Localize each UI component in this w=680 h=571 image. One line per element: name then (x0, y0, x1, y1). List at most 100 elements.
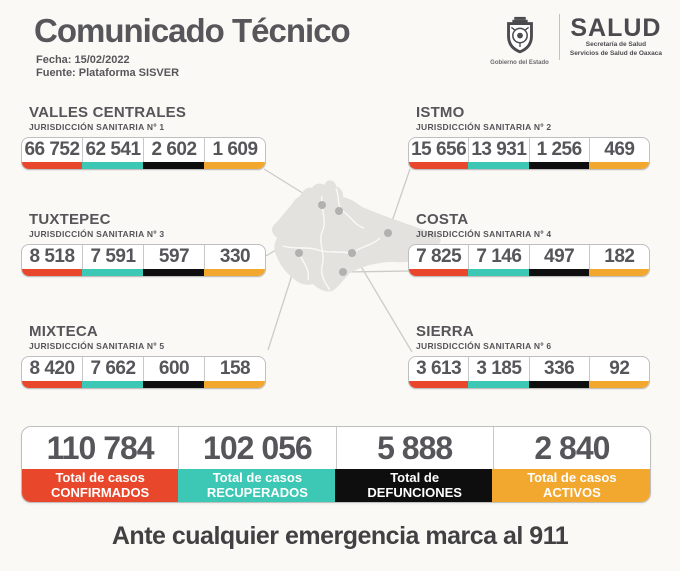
state-shield-icon (506, 16, 533, 53)
recovered-cell: 7 662 (82, 356, 144, 388)
region-stats: 66 752 62 541 2 602 1 609 (21, 136, 266, 170)
total-deaths: 5 888 Total de DEFUNCIONES (335, 427, 495, 502)
band-line-1: Total de casos (527, 469, 617, 485)
confirmed-cell: 3 613 (409, 356, 470, 388)
recovered-value: 7 146 (476, 246, 522, 267)
region-tuxtepec: TUXTEPEC JURISDICCIÓN SANITARIA Nº 3 8 5… (21, 212, 266, 277)
active-value: 469 (604, 139, 635, 160)
active-value: 182 (604, 246, 635, 267)
region-name: VALLES CENTRALES (29, 104, 187, 121)
total-confirmed-band: Total de casos CONFIRMADOS (22, 469, 180, 502)
state-shield: Gobierno del Estado (490, 15, 549, 66)
region-name: COSTA (416, 211, 469, 228)
region-mixteca: MIXTECA JURISDICCIÓN SANITARIA Nº 5 8 42… (21, 324, 266, 389)
region-jurisdiction: JURISDICCIÓN SANITARIA Nº 2 (416, 122, 552, 132)
confirmed-cell: 8 420 (22, 356, 83, 388)
page-title: Comunicado Técnico (34, 12, 351, 49)
deaths-value: 600 (158, 358, 190, 379)
deaths-cell: 600 (143, 356, 205, 388)
deaths-bar (143, 161, 205, 169)
region-stats: 3 613 3 185 336 92 (408, 355, 650, 389)
date-label: Fecha: 15/02/2022 (36, 54, 130, 66)
deaths-value: 497 (544, 246, 575, 267)
recovered-value: 62 541 (85, 139, 141, 160)
confirmed-bar (22, 161, 83, 169)
region-stats: 15 656 13 931 1 256 469 (408, 136, 650, 170)
recovered-cell: 13 931 (468, 137, 530, 169)
confirmed-value: 3 613 (416, 358, 462, 379)
region-stats: 8 518 7 591 597 330 (21, 243, 266, 277)
confirmed-bar (22, 380, 83, 388)
band-line-1: Total de casos (55, 469, 145, 485)
deaths-bar (528, 161, 590, 169)
region-sierra: SIERRA JURISDICCIÓN SANITARIA Nº 6 3 613… (408, 324, 650, 389)
recovered-bar (82, 268, 144, 276)
deaths-value: 336 (544, 358, 575, 379)
active-bar (204, 380, 265, 388)
band-line-1: Total de (390, 469, 440, 485)
band-line-2: DEFUNCIONES (367, 484, 462, 500)
total-recovered-value: 102 056 (203, 429, 313, 466)
recovered-bar (82, 161, 144, 169)
region-name: MIXTECA (29, 323, 98, 340)
confirmed-cell: 66 752 (22, 137, 83, 169)
confirmed-cell: 7 825 (409, 244, 470, 276)
emergency-message: Ante cualquier emergencia marca al 911 (111, 522, 569, 550)
band-line-2: CONFIRMADOS (51, 484, 150, 500)
recovered-value: 3 185 (476, 358, 522, 379)
active-cell: 182 (588, 245, 649, 276)
totals-summary: 110 784 Total de casos CONFIRMADOS 102 0… (21, 426, 651, 503)
logo-text: SALUD Secretaría de Salud Servicios de S… (570, 16, 662, 64)
logo-subtitle-2: Servicios de Salud de Oaxaca (569, 49, 662, 57)
logo-agency: SALUD (570, 14, 662, 43)
total-active-value: 2 840 (534, 429, 610, 466)
confirmed-value: 8 518 (29, 246, 75, 267)
recovered-bar (468, 161, 530, 169)
region-jurisdiction: JURISDICCIÓN SANITARIA Nº 1 (29, 122, 165, 132)
recovered-value: 7 662 (90, 358, 136, 379)
confirmed-value: 8 420 (29, 358, 75, 379)
deaths-bar (528, 380, 590, 388)
shield-caption: Gobierno del Estado (490, 59, 549, 66)
confirmed-bar (409, 380, 470, 388)
deaths-value: 597 (158, 246, 190, 267)
region-stats: 8 420 7 662 600 158 (21, 355, 266, 389)
deaths-cell: 497 (528, 244, 590, 276)
band-line-2: RECUPERADOS (206, 484, 308, 500)
recovered-bar (468, 380, 530, 388)
deaths-cell: 1 256 (528, 137, 590, 169)
active-value: 92 (609, 358, 630, 379)
recovered-bar (82, 380, 144, 388)
source-label: Fuente: Plataforma SISVER (36, 67, 180, 79)
region-jurisdiction: JURISDICCIÓN SANITARIA Nº 3 (29, 229, 165, 239)
confirmed-value: 7 825 (416, 246, 462, 267)
region-costa: COSTA JURISDICCIÓN SANITARIA Nº 4 7 825 … (408, 212, 650, 277)
active-cell: 92 (588, 357, 649, 388)
deaths-cell: 2 602 (143, 137, 205, 169)
active-cell: 330 (204, 245, 265, 276)
district-borders (282, 187, 381, 291)
recovered-cell: 7 591 (82, 244, 144, 276)
total-active-band: Total de casos ACTIVOS (492, 469, 650, 502)
active-value: 158 (219, 358, 251, 379)
active-bar (588, 380, 649, 388)
total-deaths-band: Total de DEFUNCIONES (335, 469, 495, 502)
deaths-value: 2 602 (151, 139, 197, 160)
region-jurisdiction: JURISDICCIÓN SANITARIA Nº 6 (416, 341, 552, 351)
confirmed-cell: 8 518 (22, 244, 83, 276)
deaths-bar (143, 268, 205, 276)
total-recovered: 102 056 Total de casos RECUPERADOS (177, 427, 337, 502)
recovered-value: 7 591 (90, 246, 136, 267)
confirmed-bar (409, 268, 470, 276)
recovered-cell: 62 541 (82, 137, 144, 169)
confirmed-bar (409, 161, 470, 169)
total-deaths-value: 5 888 (377, 429, 453, 466)
logo-divider (558, 14, 560, 60)
confirmed-value: 66 752 (24, 139, 80, 160)
deaths-bar (143, 380, 205, 388)
region-name: SIERRA (416, 323, 474, 340)
logo-subtitle-1: Secretaría de Salud (585, 41, 647, 49)
recovered-cell: 3 185 (468, 356, 530, 388)
active-bar (204, 161, 265, 169)
